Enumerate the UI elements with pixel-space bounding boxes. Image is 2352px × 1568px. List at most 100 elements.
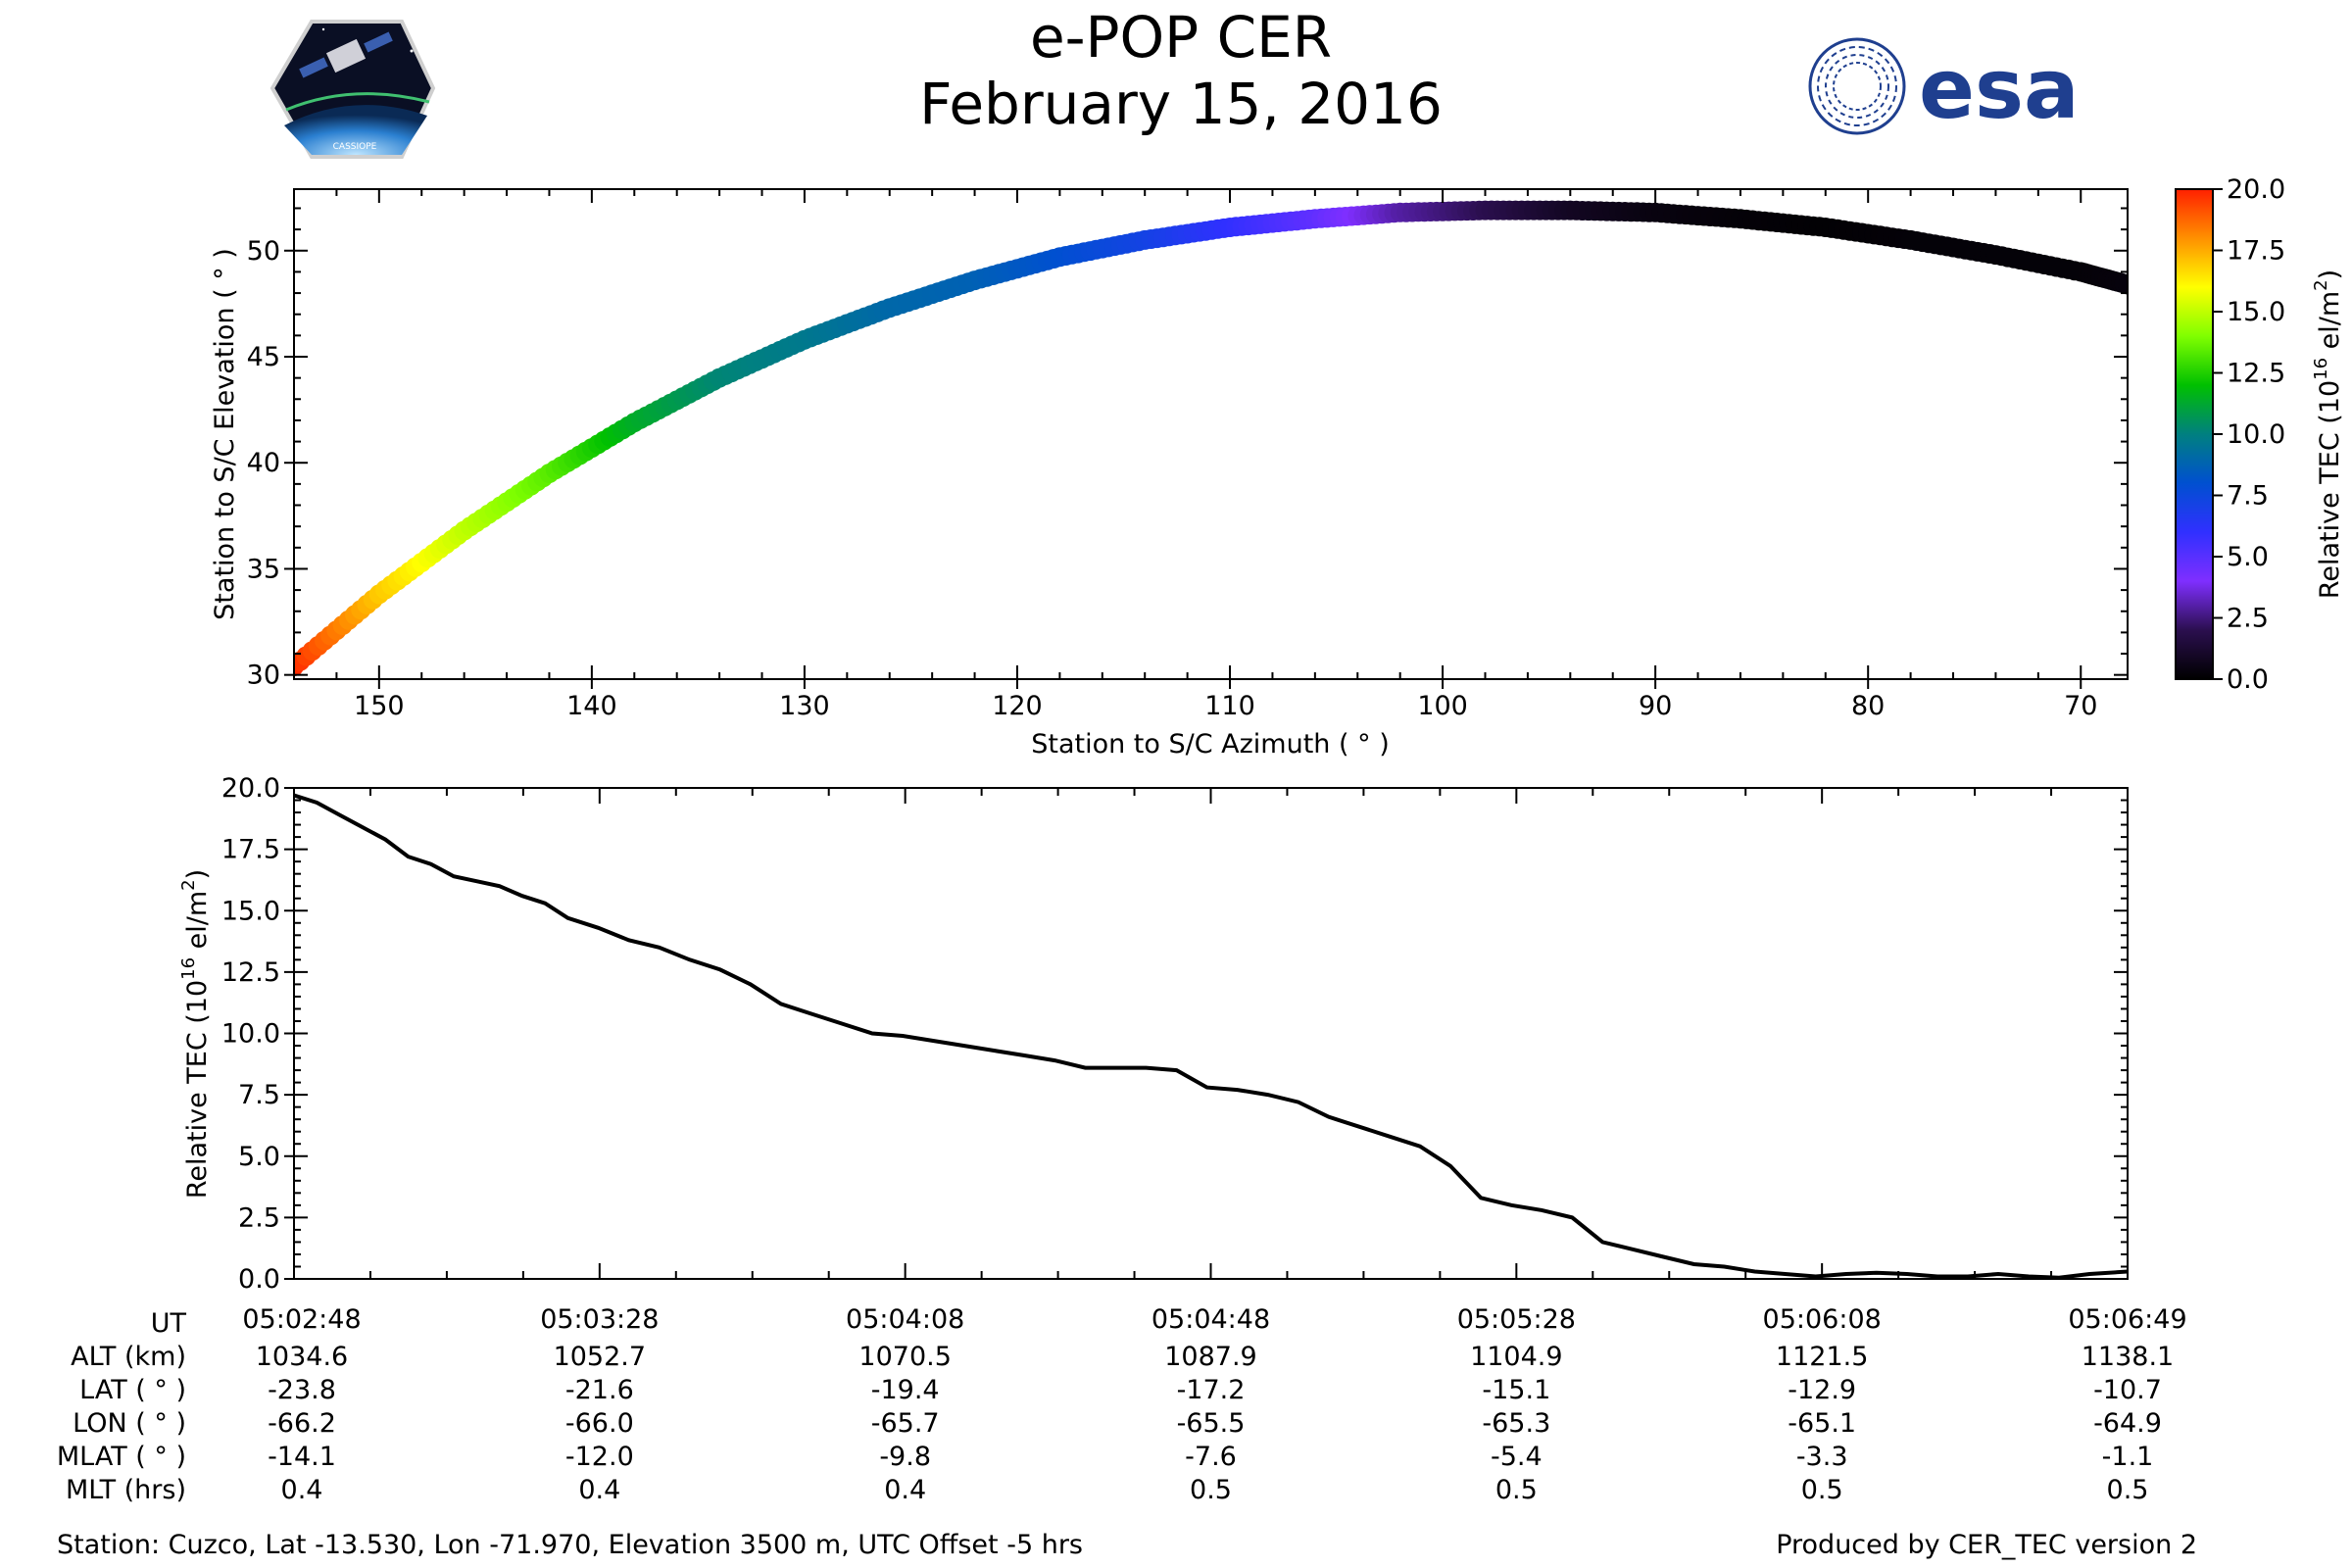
info-cell: -7.6 xyxy=(1185,1442,1237,1472)
info-cell: 05:04:48 xyxy=(1152,1304,1270,1335)
info-cell: -65.5 xyxy=(1177,1408,1246,1439)
info-cell: -9.8 xyxy=(879,1442,931,1472)
colorbar-label: Relative TEC (1016 el/m2) xyxy=(2311,270,2345,599)
top-y-tick-label: 45 xyxy=(247,342,280,372)
bottom-plot-ticks: 0.0 2.5 5.0 7.5 10.0 12.5 15.0 17.5 20.0 xyxy=(221,773,2129,1295)
colorbar-gradient xyxy=(2176,189,2213,679)
info-cell: 05:05:28 xyxy=(1457,1304,1576,1335)
info-cell: -19.4 xyxy=(871,1375,940,1405)
bottom-y-tick-label: 10.0 xyxy=(221,1019,280,1050)
info-cell: 1138.1 xyxy=(2082,1342,2174,1372)
bottom-y-tick-label: 20.0 xyxy=(221,773,280,804)
top-y-tick-label: 50 xyxy=(247,236,280,267)
colorbar-tick-label: 20.0 xyxy=(2227,174,2285,205)
top-x-tick-label: 140 xyxy=(566,691,617,721)
info-cell: 1070.5 xyxy=(858,1342,951,1372)
bottom-y-tick-label: 2.5 xyxy=(238,1202,280,1233)
top-x-tick-label: 110 xyxy=(1204,691,1255,721)
info-cell: 1034.6 xyxy=(256,1342,348,1372)
info-cell: -5.4 xyxy=(1491,1442,1543,1472)
bottom-y-tick-label: 7.5 xyxy=(238,1080,280,1110)
top-x-tick-label: 100 xyxy=(1417,691,1468,721)
info-cell: 1087.9 xyxy=(1164,1342,1256,1372)
bottom-plot-frame xyxy=(293,787,2129,1280)
colorbar-tick-label: 17.5 xyxy=(2227,236,2285,267)
info-cell: -65.1 xyxy=(1788,1408,1856,1439)
info-cell: -3.3 xyxy=(1796,1442,1848,1472)
bottom-y-axis-label: Relative TEC (1016 el/m2) xyxy=(178,869,213,1199)
info-cell: -66.2 xyxy=(268,1408,336,1439)
colorbar-tick-label: 10.0 xyxy=(2227,419,2285,450)
esa-logo-text: esa xyxy=(1919,41,2080,137)
info-cell: -10.7 xyxy=(2093,1375,2162,1405)
top-x-tick-label: 80 xyxy=(1851,691,1885,721)
cassiope-logo-label: CASSIOPE xyxy=(333,142,377,152)
bottom-y-tick-label: 12.5 xyxy=(221,957,280,988)
info-cell: -66.0 xyxy=(565,1408,634,1439)
info-cell: 0.4 xyxy=(884,1475,926,1505)
info-cell: -21.6 xyxy=(565,1375,634,1405)
info-cell: -12.9 xyxy=(1788,1375,1856,1405)
bottom-y-tick-label: 5.0 xyxy=(238,1142,280,1172)
info-cell: 1104.9 xyxy=(1470,1342,1562,1372)
info-row-label: LAT ( ° ) xyxy=(79,1375,186,1405)
info-cell: 05:03:28 xyxy=(540,1304,659,1335)
top-x-tick-label: 120 xyxy=(992,691,1043,721)
tec-colorbar: 0.0 2.5 5.0 7.5 10.0 12.5 15.0 17.5 20.0 Relativ… xyxy=(2175,174,2345,695)
info-cell: -17.2 xyxy=(1177,1375,1246,1405)
colorbar-tick-label: 5.0 xyxy=(2227,542,2269,572)
info-row-label: ALT (km) xyxy=(71,1342,186,1372)
top-y-tick-label: 40 xyxy=(247,448,280,478)
station-info: Station: Cuzco, Lat -13.530, Lon -71.970… xyxy=(57,1530,1083,1560)
esa-logo: esa xyxy=(1808,37,2080,137)
colorbar-tick-label: 12.5 xyxy=(2227,359,2285,389)
tec-time-plot: 0.0 2.5 5.0 7.5 10.0 12.5 15.0 17.5 20.0 Relativ… xyxy=(178,773,2129,1295)
info-cell: -64.9 xyxy=(2093,1408,2162,1439)
info-cell: -1.1 xyxy=(2102,1442,2154,1472)
top-x-tick-label: 150 xyxy=(354,691,405,721)
info-cell: -23.8 xyxy=(268,1375,336,1405)
track-points xyxy=(294,200,2128,676)
info-cell: -65.3 xyxy=(1482,1408,1550,1439)
info-cell: -15.1 xyxy=(1482,1375,1550,1405)
cassiope-logo: CASSIOPE xyxy=(270,20,436,159)
info-row-label: LON ( ° ) xyxy=(73,1408,186,1439)
info-cell: 0.5 xyxy=(2107,1475,2149,1505)
info-cell: 05:02:48 xyxy=(242,1304,361,1335)
top-x-tick-label: 130 xyxy=(779,691,830,721)
info-cell: 05:06:08 xyxy=(1763,1304,1882,1335)
colorbar-tick-label: 7.5 xyxy=(2227,481,2269,512)
elevation-azimuth-plot: 150 140 130 120 110 100 90 80 70 30 35 40 45 50 Stati… xyxy=(210,188,2129,760)
top-y-tick-label: 35 xyxy=(247,554,280,584)
info-cell: 0.5 xyxy=(1801,1475,1843,1505)
figure-title: e-POP CER xyxy=(1030,4,1332,71)
track-point xyxy=(2118,274,2128,295)
colorbar-tick-label: 0.0 xyxy=(2227,664,2269,695)
top-x-axis-label: Station to S/C Azimuth ( ° ) xyxy=(1031,729,1390,760)
top-x-tick-label: 70 xyxy=(2064,691,2097,721)
top-plot-frame xyxy=(293,188,2129,680)
top-x-tick-label: 90 xyxy=(1639,691,1672,721)
info-cell: -12.0 xyxy=(565,1442,634,1472)
info-row-label: MLAT ( ° ) xyxy=(57,1442,186,1472)
figure-date: February 15, 2016 xyxy=(919,71,1443,137)
top-y-tick-label: 30 xyxy=(247,661,280,691)
colorbar-tick-label: 15.0 xyxy=(2227,297,2285,327)
top-y-axis-label: Station to S/C Elevation ( ° ) xyxy=(210,248,240,620)
colorbar-ticks: 0.0 2.5 5.0 7.5 10.0 12.5 15.0 17.5 20.0 xyxy=(2213,174,2285,695)
bottom-y-tick-label: 17.5 xyxy=(221,835,280,865)
info-cell: 05:06:49 xyxy=(2068,1304,2186,1335)
info-cell: -65.7 xyxy=(871,1408,940,1439)
info-cell: -14.1 xyxy=(268,1442,336,1472)
info-cell: 1052.7 xyxy=(554,1342,646,1372)
info-cell: 0.5 xyxy=(1190,1475,1232,1505)
info-cell: 05:04:08 xyxy=(846,1304,964,1335)
info-cell: 0.5 xyxy=(1495,1475,1538,1505)
tec-series-line xyxy=(294,793,2128,1279)
info-row-label: UT xyxy=(151,1308,187,1339)
info-row-label: MLT (hrs) xyxy=(66,1475,186,1505)
top-plot-ticks: 150 140 130 120 110 100 90 80 70 30 35 40 45 50 xyxy=(247,189,2128,721)
bottom-y-tick-label: 15.0 xyxy=(221,896,280,926)
